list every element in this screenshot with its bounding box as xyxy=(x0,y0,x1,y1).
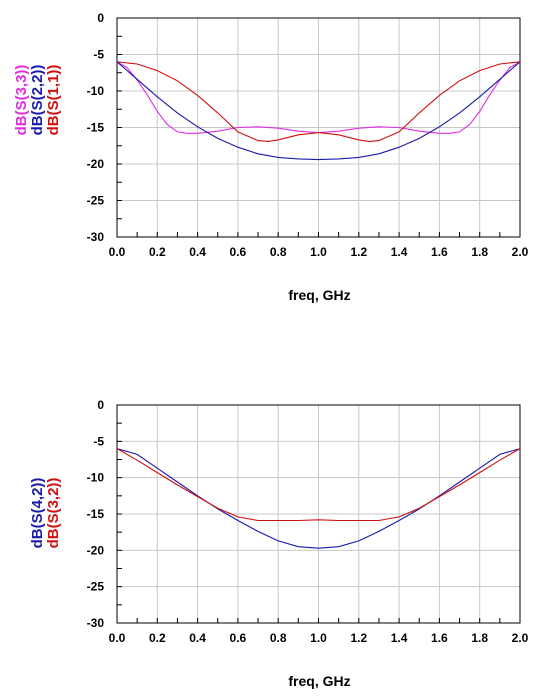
x-tick-label: 1.6 xyxy=(431,631,448,645)
x-tick-label: 1.4 xyxy=(391,245,408,259)
x-tick-label: 0.0 xyxy=(109,245,126,259)
x-tick-label: 0.2 xyxy=(149,245,166,259)
series-line xyxy=(116,61,521,161)
series-line xyxy=(116,61,521,142)
y-tick-label: -30 xyxy=(87,230,105,244)
y-tick-label: 0 xyxy=(97,398,104,412)
series-line xyxy=(116,448,521,549)
x-tick-label: 1.8 xyxy=(471,245,488,259)
y-tick-label: -15 xyxy=(87,121,105,135)
chart-1: 0.0 0.2 0.4 0.6 0.8 1.0 1.2 1.4 1.6 1.8 2.0 0 -5 -10 -… xyxy=(13,11,529,303)
series-legend-label: dB(S(3,2)) xyxy=(45,478,62,549)
y-tick-label: -25 xyxy=(87,194,105,208)
x-tick-label: 1.4 xyxy=(391,631,408,645)
y-tick-label: -20 xyxy=(87,543,105,557)
y-tick-label: -20 xyxy=(87,157,105,171)
x-tick-label: 0.0 xyxy=(109,631,126,645)
chart-2: 0.0 0.2 0.4 0.6 0.8 1.0 1.2 1.4 1.6 1.8 2.0 0 -5 -10 -… xyxy=(29,398,529,689)
y-tick-label: -10 xyxy=(87,84,105,98)
x-axis-title: freq, GHz xyxy=(288,287,350,303)
y-tick-label: -30 xyxy=(87,616,105,630)
x-tick-label: 0.8 xyxy=(270,631,287,645)
series-legend-label: dB(S(1,1)) xyxy=(45,65,62,136)
series-legend-label: dB(S(3,3)) xyxy=(13,65,30,136)
x-tick-label: 0.6 xyxy=(230,631,247,645)
y-tick-label: -25 xyxy=(87,580,105,594)
x-tick-label: 1.0 xyxy=(310,631,327,645)
y-tick-label: -10 xyxy=(87,471,105,485)
y-tick-label: 0 xyxy=(97,11,104,25)
x-tick-label: 1.6 xyxy=(431,245,448,259)
series-legend-label: dB(S(2,2)) xyxy=(29,65,46,136)
x-tick-label: 0.4 xyxy=(189,245,206,259)
x-tick-label: 1.8 xyxy=(471,631,488,645)
x-tick-label: 1.2 xyxy=(350,631,367,645)
y-tick-label: -5 xyxy=(93,434,104,448)
x-tick-label: 1.2 xyxy=(350,245,367,259)
y-tick-label: -5 xyxy=(93,48,104,62)
x-tick-label: 1.0 xyxy=(310,245,327,259)
x-tick-label: 2.0 xyxy=(512,631,529,645)
x-axis-title: freq, GHz xyxy=(288,673,350,689)
y-tick-label: -15 xyxy=(87,507,105,521)
x-tick-label: 0.2 xyxy=(149,631,166,645)
x-tick-label: 0.6 xyxy=(230,245,247,259)
series-legend-label: dB(S(4,2)) xyxy=(29,478,46,549)
x-tick-label: 0.4 xyxy=(189,631,206,645)
x-tick-label: 0.8 xyxy=(270,245,287,259)
x-tick-label: 2.0 xyxy=(512,245,529,259)
series-line xyxy=(116,448,521,522)
